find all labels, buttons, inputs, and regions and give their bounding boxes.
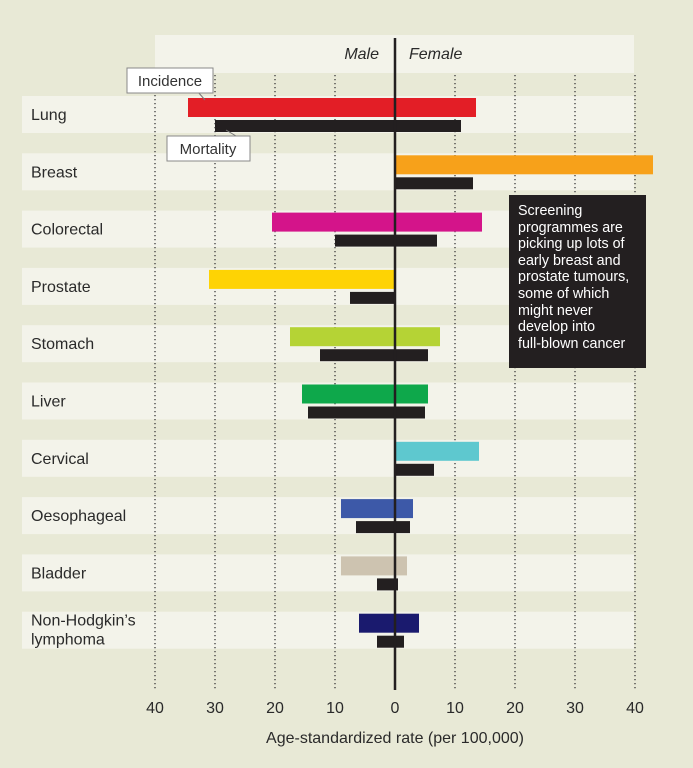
category-label: Non-Hodgkin’s lymphoma [31, 613, 136, 649]
category-label: Colorectal [31, 222, 103, 239]
mortality-bar [395, 463, 434, 476]
note-line: some of which [518, 285, 610, 302]
category-label: Liver [31, 394, 66, 411]
incidence-callout: Incidence [126, 67, 214, 101]
mortality-bar [320, 349, 428, 362]
note-line: develop into [518, 319, 596, 336]
incidence-bar [395, 155, 653, 175]
incidence-callout-box [126, 67, 214, 94]
mortality-bar [377, 635, 404, 648]
incidence-callout-label: Incidence [138, 73, 202, 90]
x-tick-label: 30 [566, 700, 584, 717]
note-line: full-blown cancer [518, 335, 626, 352]
mortality-callout: Mortality [166, 129, 251, 162]
incidence-bar [341, 556, 407, 576]
incidence-bar [341, 499, 413, 519]
row-band [22, 554, 634, 592]
mortality-bar [215, 120, 461, 132]
category-label: Stomach [31, 336, 94, 353]
note-line: Screening [518, 203, 583, 219]
incidence-bar [359, 613, 419, 633]
x-tick-label: 40 [146, 700, 164, 717]
category-label: Cervical [31, 451, 89, 468]
incidence-bar [209, 269, 395, 289]
note-line: might never [518, 302, 593, 319]
row-band [22, 611, 634, 649]
mortality-bar [377, 578, 398, 591]
x-tick-label: 30 [206, 700, 224, 717]
incidence-bar [302, 384, 428, 404]
female-header-label: Female [409, 46, 462, 63]
mortality-bar [335, 234, 437, 247]
x-tick-label: 0 [391, 700, 400, 717]
category-label: Prostate [31, 279, 91, 296]
note-line: programmes are [518, 219, 623, 236]
incidence-bar [395, 441, 479, 461]
mortality-bar [395, 177, 473, 190]
x-tick-label: 20 [266, 700, 284, 717]
note-line: prostate tumours, [518, 269, 630, 286]
x-tick-labels: 40 30 20 10 0 10 20 30 40 [146, 700, 644, 717]
x-tick-label: 40 [626, 700, 644, 717]
note-line: early breast and [518, 252, 621, 269]
category-label: Lung [31, 107, 67, 124]
mortality-bar [356, 521, 410, 534]
incidence-bar [188, 98, 476, 117]
x-tick-label: 10 [326, 700, 344, 717]
male-header-label: Male [344, 46, 379, 63]
mortality-callout-label: Mortality [180, 141, 237, 158]
gridlines [154, 75, 636, 690]
row-band [22, 439, 634, 477]
bars [188, 98, 653, 648]
category-label: Breast [31, 164, 78, 181]
row-band [22, 497, 634, 535]
row-bands [22, 96, 634, 649]
incidence-bar [272, 212, 482, 232]
screening-note-box: Screening programmes are picking up lots… [509, 195, 646, 368]
mortality-callout-box [166, 135, 251, 162]
mortality-bar [308, 406, 425, 419]
category-label: Bladder [31, 565, 87, 582]
note-line: picking up lots of [518, 236, 625, 253]
category-labels: Lung Breast Colorectal Prostate Stomach Liver… [31, 107, 136, 649]
mortality-bar [350, 291, 395, 304]
x-tick-label: 10 [446, 700, 464, 717]
incidence-bar [290, 327, 440, 347]
x-tick-label: 20 [506, 700, 524, 717]
x-axis-title: Age-standardized rate (per 100,000) [266, 730, 524, 747]
category-label: Oesophageal [31, 508, 126, 525]
mortality-callout-leader [225, 129, 237, 137]
